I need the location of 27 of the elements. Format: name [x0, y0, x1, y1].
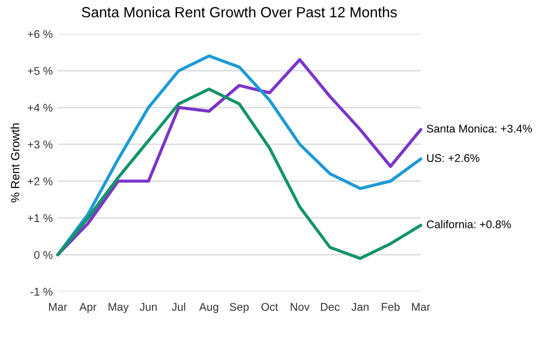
- x-tick-label: Jun: [140, 303, 157, 311]
- x-tick-label: Jul: [172, 302, 186, 311]
- line-series: [56, 88, 422, 260]
- y-tick-label: +6 %: [28, 30, 52, 38]
- y-tick-label: +5 %: [28, 67, 52, 75]
- x-tick-label: Nov: [290, 303, 310, 311]
- x-tick-label: Sep: [230, 302, 249, 314]
- x-tick-label: Aug: [199, 303, 218, 314]
- series-label: Santa Monica: +3.4%: [426, 124, 532, 133]
- y-tick-label: +4 %: [28, 104, 52, 112]
- y-tick-label: 0 %: [34, 251, 52, 259]
- y-tick-label: +3 %: [28, 140, 52, 148]
- y-tick-label: +2 %: [28, 177, 52, 186]
- series-label: California: +0.8%: [426, 220, 511, 228]
- x-tick-label: Oct: [261, 302, 278, 311]
- x-tick-label: Mar: [49, 303, 68, 311]
- x-tick-label: Dec: [321, 303, 340, 311]
- x-tick-label: Apr: [79, 303, 96, 314]
- chart-title: Santa Monica Rent Growth Over Past 12 Months: [82, 6, 397, 18]
- y-tick-label: -1 %: [30, 288, 52, 296]
- series-label: US: +2.6%: [427, 154, 480, 162]
- x-tick-label: Feb: [382, 302, 400, 311]
- y-tick-label: +1 %: [28, 214, 52, 222]
- x-tick-label: May: [108, 303, 129, 314]
- y-axis-title: % Rent Growth: [10, 123, 20, 202]
- x-tick-label: Jan: [351, 303, 368, 311]
- x-tick-label: Mar: [412, 303, 430, 311]
